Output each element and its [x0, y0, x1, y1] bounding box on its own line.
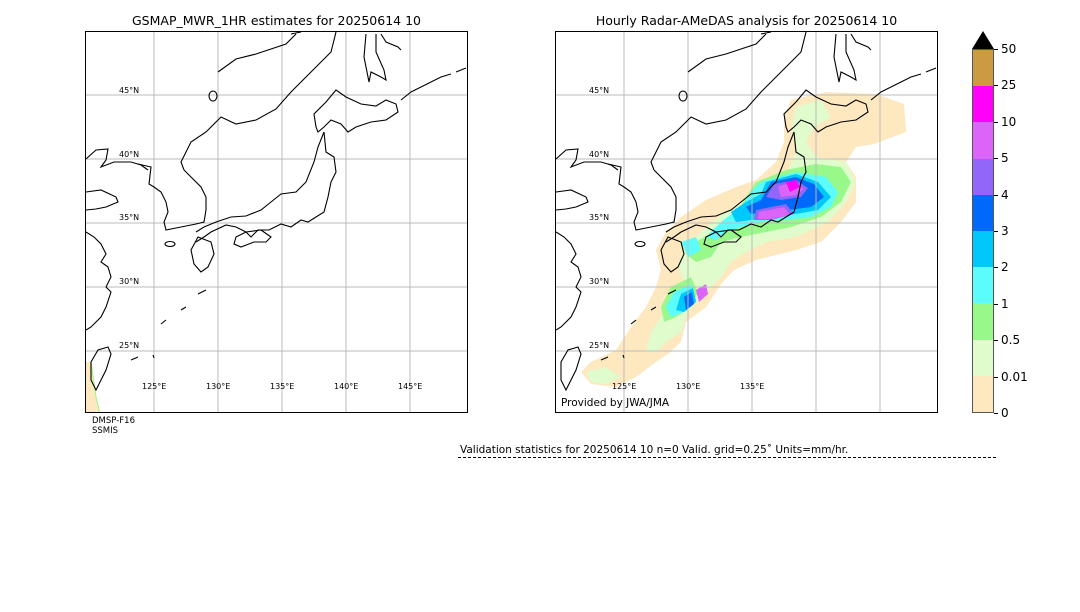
colorbar-tick	[994, 304, 998, 305]
colorbar-band-001	[973, 339, 993, 376]
left-map-title: GSMAP_MWR_1HR estimates for 20250614 10	[132, 13, 421, 28]
colorbar-band-2	[973, 230, 993, 268]
precip-level-10	[786, 180, 800, 192]
validation-statistics: Validation statistics for 20250614 10 n=…	[460, 444, 849, 456]
colorbar-tick	[994, 195, 998, 196]
left-lon-label-135: 135°E	[270, 382, 295, 391]
left-lat-label-40: 40°N	[119, 150, 140, 159]
left-lon-label-125: 125°E	[142, 382, 167, 391]
right-lat-label-30: 30°N	[589, 277, 610, 286]
colorbar-tick	[994, 231, 998, 232]
left-lon-label-140: 140°E	[334, 382, 359, 391]
left-lon-label-130: 130°E	[206, 382, 231, 391]
colorbar-tick	[994, 158, 998, 159]
coastlines	[556, 32, 937, 392]
left-map-canvas	[86, 32, 467, 412]
colorbar-label-3: 3	[1001, 224, 1009, 238]
colorbar-tick	[994, 267, 998, 268]
colorbar-band-10	[973, 86, 993, 123]
colorbar-band-1	[973, 267, 993, 304]
colorbar-label-10: 10	[1001, 115, 1017, 129]
right-lon-label-130: 130°E	[676, 382, 701, 391]
coastlines	[86, 32, 467, 392]
satellite-name: DMSP-F16	[92, 416, 135, 426]
sensor-name: SSMIS	[92, 426, 119, 436]
left-lat-label-30: 30°N	[119, 277, 140, 286]
right-map-canvas	[556, 32, 937, 412]
left-lat-label-25: 25°N	[119, 341, 140, 350]
right-map-title: Hourly Radar-AMeDAS analysis for 2025061…	[595, 13, 898, 28]
colorbar-label-05: 0.5	[1001, 333, 1021, 347]
colorbar-label-2: 2	[1001, 260, 1009, 274]
left-lat-label-45: 45°N	[119, 86, 140, 95]
satellite-label: DMSP-F16 SSMIS	[92, 416, 135, 436]
right-lat-label-25: 25°N	[589, 341, 610, 350]
colorbar-label-4: 4	[1001, 188, 1009, 202]
right-lat-label-40: 40°N	[589, 150, 610, 159]
colorbar-band-0	[973, 375, 993, 412]
colorbar-extend-arrow	[972, 31, 994, 49]
colorbar-tick	[994, 49, 998, 50]
colorbar-tick	[994, 340, 998, 341]
right-lat-label-35: 35°N	[589, 213, 610, 222]
colorbar-tick	[994, 85, 998, 86]
colorbar	[972, 49, 994, 413]
colorbar-tick	[994, 413, 998, 414]
validation-divider	[458, 457, 996, 458]
colorbar-band-3	[973, 194, 993, 231]
colorbar-band-4	[973, 158, 993, 195]
colorbar-band-5	[973, 122, 993, 159]
colorbar-tick	[994, 377, 998, 378]
right-lon-label-125: 125°E	[612, 382, 637, 391]
left-lat-label-35: 35°N	[119, 213, 140, 222]
colorbar-band-25	[973, 49, 993, 87]
right-lon-label-135: 135°E	[740, 382, 765, 391]
colorbar-band-05	[973, 303, 993, 340]
data-provider-credit: Provided by JWA/JMA	[561, 397, 670, 409]
left-map-gsmap	[85, 31, 468, 413]
left-lon-label-145: 145°E	[398, 382, 423, 391]
right-map-radar	[555, 31, 938, 413]
colorbar-label-1: 1	[1001, 297, 1009, 311]
colorbar-label-0: 0	[1001, 406, 1009, 420]
colorbar-label-001: 0.01	[1001, 370, 1028, 384]
colorbar-label-5: 5	[1001, 151, 1009, 165]
colorbar-tick	[994, 122, 998, 123]
colorbar-label-25: 25	[1001, 78, 1017, 92]
right-lat-label-45: 45°N	[589, 86, 610, 95]
colorbar-label-50: 50	[1001, 42, 1017, 56]
